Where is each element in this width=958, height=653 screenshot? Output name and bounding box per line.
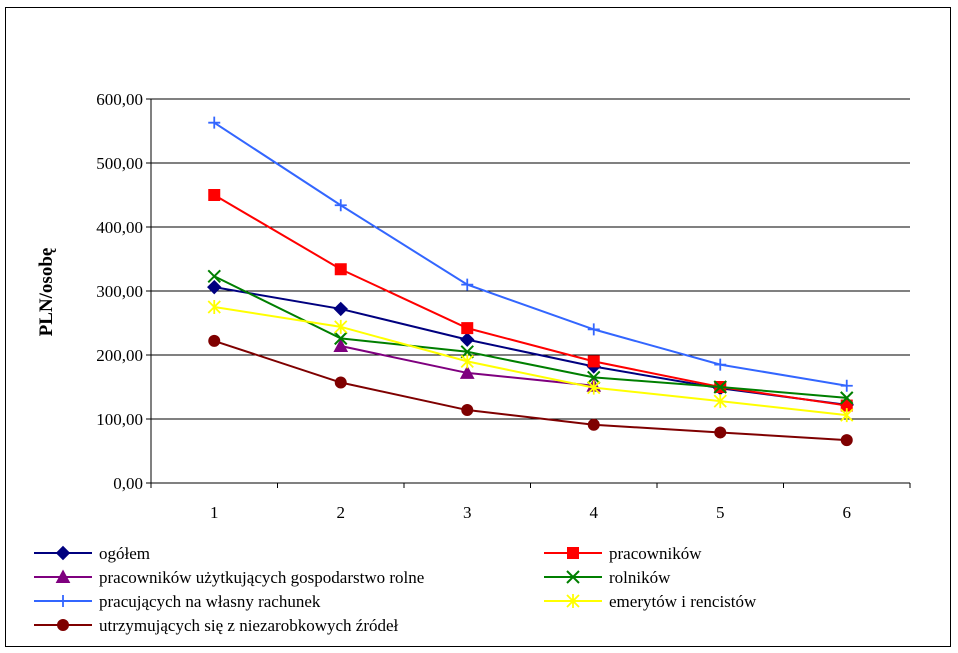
asterisk-marker (207, 300, 221, 314)
asterisk-marker (460, 354, 474, 369)
legend-item: rolników (544, 568, 671, 587)
square-marker (208, 189, 221, 201)
square-marker (461, 322, 474, 335)
triangle-marker (55, 569, 71, 583)
series-line (213, 194, 847, 407)
x-tick-label: 5 (716, 503, 725, 522)
gridlines (151, 98, 910, 420)
x-tick-label: 2 (337, 503, 346, 522)
plus-marker (461, 278, 474, 291)
circle-marker (208, 334, 221, 347)
legend-label: rolników (609, 568, 671, 587)
legend-item: ogółem (34, 544, 150, 563)
diamond-marker (460, 332, 475, 347)
legend-label: pracowników (609, 544, 702, 563)
series-line (214, 306, 847, 417)
series-2 (208, 189, 853, 412)
y-tick-label: 300,00 (96, 282, 143, 301)
circle-marker (334, 376, 347, 389)
series-line (213, 275, 847, 399)
line-chart: 0,00 100,00 200,00 300,00 400,00 500,00 600,00… (34, 90, 911, 635)
y-tick-label: 500,00 (96, 154, 143, 173)
series-6 (207, 300, 854, 423)
diamond-marker (207, 279, 222, 295)
circle-marker (57, 619, 69, 631)
circle-marker (587, 418, 600, 431)
square-marker (567, 547, 579, 559)
x-tick-label: 6 (843, 503, 852, 522)
asterisk-marker (334, 319, 348, 334)
x-marker (713, 380, 727, 394)
legend: ogółem pracowników pracowników użytkującyc… (34, 544, 757, 635)
square-marker (334, 263, 347, 276)
x-marker (460, 345, 474, 359)
plus-marker (208, 116, 221, 129)
x-marker (566, 570, 580, 584)
circle-marker (461, 404, 474, 417)
diamond-marker (333, 301, 348, 317)
triangle-marker (459, 365, 475, 379)
plus-marker (57, 595, 69, 607)
x-marker (207, 269, 221, 283)
series-line (213, 339, 847, 442)
chart-frame: 0,00 100,00 200,00 300,00 400,00 500,00 600,00… (5, 7, 951, 647)
triangle-marker (333, 338, 349, 353)
series-line (214, 286, 847, 406)
asterisk-marker (587, 380, 601, 395)
x-marker (840, 391, 854, 405)
plus-marker (334, 199, 347, 212)
legend-item: pracujących na własny rachunek (34, 592, 321, 611)
plus-marker (587, 323, 600, 336)
series-5 (208, 116, 853, 392)
plus-marker (714, 358, 727, 371)
series-4 (207, 269, 854, 405)
x-tick-label: 4 (590, 503, 599, 522)
x-marker (587, 370, 601, 385)
legend-label: utrzymujących się z niezarobkowych źróde… (99, 616, 399, 635)
x-tick-label: 3 (463, 503, 472, 522)
y-tick-label: 0,00 (113, 474, 143, 493)
series-layer (207, 116, 854, 447)
plus-marker (840, 379, 853, 392)
asterisk-marker (713, 394, 727, 409)
legend-label: pracowników użytkujących gospodarstwo ro… (99, 568, 424, 587)
square-marker (587, 355, 600, 368)
legend-item: pracowników użytkujących gospodarstwo ro… (34, 568, 424, 587)
y-tick-label: 100,00 (96, 410, 143, 429)
y-axis-label: PLN/osobę (36, 248, 57, 337)
legend-item: utrzymujących się z niezarobkowych źróde… (34, 616, 399, 635)
legend-label: ogółem (99, 544, 150, 563)
series-line (213, 121, 847, 387)
circle-marker (714, 426, 727, 439)
diamond-marker (55, 545, 71, 561)
asterisk-marker (566, 594, 580, 608)
asterisk-marker (840, 408, 854, 423)
series-7 (208, 334, 853, 447)
y-tick-label: 600,00 (96, 90, 143, 109)
circle-marker (840, 434, 853, 447)
y-tick-label: 400,00 (96, 218, 143, 237)
legend-label: pracujących na własny rachunek (99, 592, 321, 611)
x-marker (334, 331, 348, 346)
legend-item: pracowników (544, 544, 702, 563)
legend-item: emerytów i rencistów (544, 592, 757, 611)
axes: 0,00 100,00 200,00 300,00 400,00 500,00 600,00… (96, 90, 911, 522)
y-tick-label: 200,00 (96, 346, 143, 365)
x-tick-label: 1 (210, 503, 219, 522)
legend-label: emerytów i rencistów (609, 592, 757, 611)
